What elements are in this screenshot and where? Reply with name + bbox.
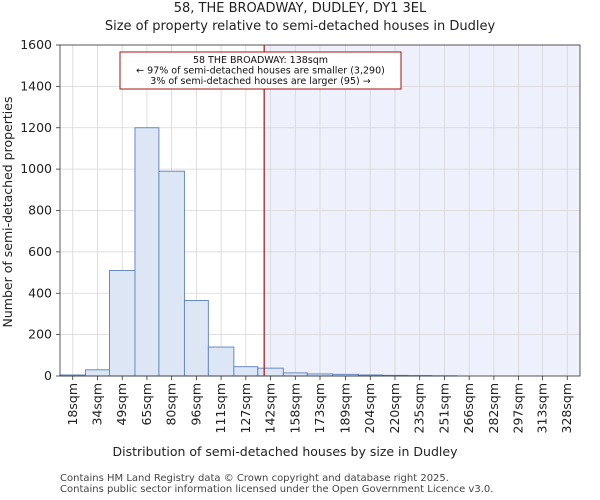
x-axis-label: Distribution of semi-detached houses by … <box>113 444 459 459</box>
histogram-bar <box>207 346 235 377</box>
x-tick-label: 96sqm <box>188 383 203 426</box>
x-tick-label: 111sqm <box>213 383 228 433</box>
x-tick-label: 251sqm <box>436 383 451 433</box>
histogram-bar <box>85 369 110 377</box>
x-tick-label: 220sqm <box>387 383 402 433</box>
histogram-bar <box>108 270 136 377</box>
y-tick-label: 1600 <box>20 37 52 52</box>
histogram-bar <box>233 366 259 377</box>
x-tick-label: 158sqm <box>287 383 302 433</box>
y-tick-label: 200 <box>28 327 52 342</box>
x-tick-label: 328sqm <box>559 383 574 433</box>
annotation-line: ← 97% of semi-detached houses are smalle… <box>136 66 385 77</box>
x-tick-label: 65sqm <box>139 383 154 426</box>
x-tick-label: 235sqm <box>412 383 427 433</box>
x-tick-label: 34sqm <box>89 383 104 426</box>
footer-licence: Contains public sector information licen… <box>60 484 494 495</box>
y-tick-label: 1400 <box>20 78 52 93</box>
annotation-line: 58 THE BROADWAY: 138sqm <box>193 55 328 66</box>
annotation-line: 3% of semi-detached houses are larger (9… <box>150 76 370 87</box>
histogram-bar <box>257 367 284 377</box>
x-tick-label: 266sqm <box>461 383 476 433</box>
x-tick-label: 80sqm <box>164 383 179 426</box>
x-tick-label: 142sqm <box>263 383 278 433</box>
y-tick-label: 800 <box>28 203 52 218</box>
y-tick-label: 1200 <box>20 120 52 135</box>
x-tick-label: 189sqm <box>338 383 353 433</box>
x-tick-label: 49sqm <box>114 383 129 426</box>
plot-area: 0 200 400 600 800 1000 1200 1400 1600 18sqm 34sqm 4… <box>20 37 581 433</box>
x-tick-label: 282sqm <box>486 383 501 433</box>
histogram-bar <box>282 372 308 377</box>
x-tick-label: 297sqm <box>511 383 526 433</box>
annotation-box <box>119 51 402 90</box>
y-tick-label: 1000 <box>20 161 52 176</box>
x-tick-label: 204sqm <box>362 383 377 433</box>
y-tick-label: 0 <box>44 368 52 383</box>
chart-title-line-1: 58, THE BROADWAY, DUDLEY, DY1 3EL <box>174 1 427 16</box>
x-tick-label: 127sqm <box>238 383 253 433</box>
footer-copyright: Contains HM Land Registry data © Crown c… <box>60 473 449 484</box>
y-tick-label: 600 <box>28 244 52 259</box>
chart-title-line-2: Size of property relative to semi-detach… <box>105 19 496 34</box>
histogram-bar <box>183 300 209 377</box>
x-tick-label: 18sqm <box>65 383 80 426</box>
y-axis-label: Number of semi-detached properties <box>0 97 15 328</box>
y-tick-label: 400 <box>28 285 52 300</box>
x-tick-label: 313sqm <box>535 383 550 433</box>
chart: 58, THE BROADWAY, DUDLEY, DY1 3EL Size o… <box>0 1 581 459</box>
x-tick-label: 173sqm <box>312 383 327 433</box>
histogram-bar <box>134 127 160 377</box>
histogram-bar <box>158 170 185 377</box>
